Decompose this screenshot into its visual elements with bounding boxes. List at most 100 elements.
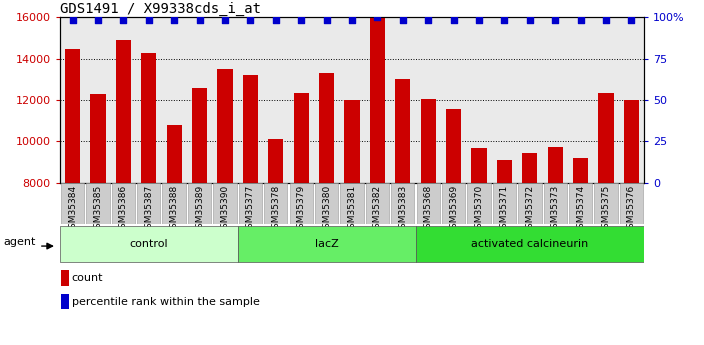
Bar: [112, 183, 135, 224]
Point: [575, 17, 586, 22]
Text: GSM35388: GSM35388: [170, 185, 179, 234]
Text: GSM35390: GSM35390: [220, 185, 230, 234]
Bar: [365, 17, 390, 183]
Bar: [61, 294, 68, 309]
Bar: [417, 183, 440, 224]
Bar: [115, 40, 131, 345]
Bar: [497, 160, 512, 345]
Bar: [213, 183, 237, 224]
Bar: [60, 226, 238, 262]
Text: GSM35380: GSM35380: [322, 185, 331, 234]
Text: control: control: [130, 239, 168, 249]
Bar: [188, 183, 211, 224]
Text: GSM35370: GSM35370: [474, 185, 484, 234]
Bar: [136, 17, 161, 183]
Text: GSM35374: GSM35374: [576, 185, 585, 234]
Text: GSM35385: GSM35385: [94, 185, 103, 234]
Bar: [467, 183, 491, 224]
Bar: [243, 75, 258, 345]
Bar: [344, 100, 360, 345]
Bar: [339, 17, 365, 183]
Bar: [137, 183, 161, 224]
Text: GSM35389: GSM35389: [195, 185, 204, 234]
Bar: [239, 183, 262, 224]
Bar: [294, 93, 309, 345]
Text: GSM35376: GSM35376: [627, 185, 636, 234]
Bar: [167, 125, 182, 345]
Point: [220, 17, 231, 22]
Point: [499, 17, 510, 22]
Bar: [289, 17, 314, 183]
Text: GSM35378: GSM35378: [271, 185, 280, 234]
Text: agent: agent: [3, 237, 35, 247]
Bar: [568, 17, 593, 183]
Bar: [213, 17, 238, 183]
Bar: [548, 147, 563, 345]
Bar: [442, 183, 465, 224]
Bar: [315, 183, 339, 224]
Bar: [187, 17, 213, 183]
Bar: [289, 183, 313, 224]
Bar: [192, 88, 207, 345]
Text: GSM35373: GSM35373: [551, 185, 560, 234]
Bar: [319, 73, 334, 345]
Text: GSM35369: GSM35369: [449, 185, 458, 234]
Text: GSM35372: GSM35372: [525, 185, 534, 234]
Bar: [238, 17, 263, 183]
Bar: [90, 94, 106, 345]
Bar: [598, 93, 614, 345]
Bar: [593, 17, 619, 183]
Bar: [390, 17, 415, 183]
Point: [92, 17, 103, 22]
Bar: [619, 17, 644, 183]
Bar: [391, 183, 415, 224]
Text: percentile rank within the sample: percentile rank within the sample: [72, 297, 259, 307]
Bar: [65, 49, 80, 345]
Point: [245, 17, 256, 22]
Point: [550, 17, 561, 22]
Point: [321, 17, 332, 22]
Text: GSM35371: GSM35371: [500, 185, 509, 234]
Bar: [370, 17, 385, 345]
Bar: [415, 226, 644, 262]
Bar: [446, 109, 461, 345]
Point: [626, 17, 637, 22]
Bar: [415, 17, 441, 183]
Point: [194, 17, 205, 22]
Bar: [161, 17, 187, 183]
Point: [270, 17, 282, 22]
Bar: [517, 17, 543, 183]
Bar: [569, 183, 592, 224]
Bar: [466, 17, 491, 183]
Bar: [420, 99, 436, 345]
Text: count: count: [72, 273, 103, 283]
Bar: [518, 183, 541, 224]
Bar: [594, 183, 617, 224]
Text: lacZ: lacZ: [315, 239, 339, 249]
Bar: [163, 183, 186, 224]
Text: GSM35379: GSM35379: [296, 185, 306, 234]
Point: [346, 17, 358, 22]
Bar: [264, 183, 287, 224]
Bar: [491, 17, 517, 183]
Text: GSM35368: GSM35368: [424, 185, 433, 234]
Bar: [314, 17, 339, 183]
Text: GSM35375: GSM35375: [601, 185, 610, 234]
Text: activated calcineurin: activated calcineurin: [471, 239, 589, 249]
Point: [397, 17, 408, 22]
Text: GSM35387: GSM35387: [144, 185, 153, 234]
Point: [448, 17, 459, 22]
Bar: [61, 270, 68, 286]
Bar: [395, 79, 410, 345]
Bar: [365, 183, 389, 224]
Bar: [85, 17, 111, 183]
Text: GSM35383: GSM35383: [398, 185, 408, 234]
Bar: [624, 100, 639, 345]
Point: [67, 17, 78, 22]
Bar: [340, 183, 364, 224]
Bar: [543, 17, 568, 183]
Text: GSM35377: GSM35377: [246, 185, 255, 234]
Bar: [573, 158, 589, 345]
Bar: [218, 69, 232, 345]
Bar: [620, 183, 643, 224]
